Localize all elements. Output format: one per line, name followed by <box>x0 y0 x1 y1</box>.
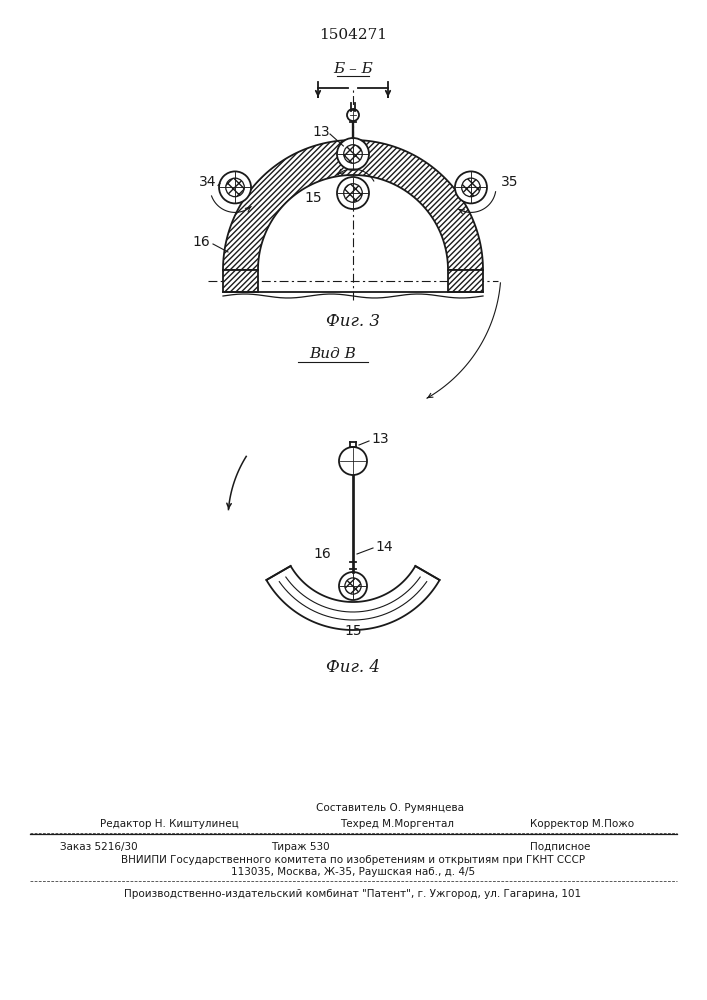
Circle shape <box>344 145 362 163</box>
Text: 13: 13 <box>312 125 329 139</box>
Polygon shape <box>258 175 448 270</box>
Text: 113035, Москва, Ж-35, Раушская наб., д. 4/5: 113035, Москва, Ж-35, Раушская наб., д. … <box>231 867 475 877</box>
Polygon shape <box>223 270 258 292</box>
Text: Производственно-издательский комбинат "Патент", г. Ужгород, ул. Гагарина, 101: Производственно-издательский комбинат "П… <box>124 889 582 899</box>
Circle shape <box>337 138 369 170</box>
Text: Подписное: Подписное <box>530 842 590 852</box>
Text: Редактор Н. Киштулинец: Редактор Н. Киштулинец <box>100 819 239 829</box>
Text: Техред М.Моргентал: Техред М.Моргентал <box>340 819 454 829</box>
Text: 34: 34 <box>199 175 217 189</box>
Circle shape <box>347 109 359 121</box>
Polygon shape <box>223 140 483 270</box>
Circle shape <box>455 171 487 203</box>
Text: 14: 14 <box>375 540 392 554</box>
Circle shape <box>226 178 245 197</box>
Text: 15: 15 <box>304 191 322 205</box>
Circle shape <box>345 578 361 594</box>
Text: 13: 13 <box>371 432 389 446</box>
Text: Вид В: Вид В <box>310 347 356 361</box>
Text: ВНИИПИ Государственного комитета по изобретениям и открытиям при ГКНТ СССР: ВНИИПИ Государственного комитета по изоб… <box>121 855 585 865</box>
Text: Заказ 5216/30: Заказ 5216/30 <box>60 842 138 852</box>
Text: Тираж 530: Тираж 530 <box>271 842 329 852</box>
Text: Составитель О. Румянцева: Составитель О. Румянцева <box>316 803 464 813</box>
Polygon shape <box>448 270 483 292</box>
Circle shape <box>339 447 367 475</box>
Text: Фиг. 3: Фиг. 3 <box>326 314 380 330</box>
Polygon shape <box>267 566 440 630</box>
Text: 35: 35 <box>501 175 518 189</box>
Text: Б – Б: Б – Б <box>333 62 373 76</box>
Circle shape <box>339 572 367 600</box>
Circle shape <box>462 178 480 197</box>
Circle shape <box>337 177 369 209</box>
Text: Корректор М.Пожо: Корректор М.Пожо <box>530 819 634 829</box>
Text: Фиг. 4: Фиг. 4 <box>326 660 380 676</box>
Text: 1504271: 1504271 <box>319 28 387 42</box>
Text: 15: 15 <box>344 624 362 638</box>
Circle shape <box>344 184 362 202</box>
Circle shape <box>219 171 251 203</box>
Text: 16: 16 <box>192 235 210 249</box>
Text: 16: 16 <box>313 547 331 561</box>
